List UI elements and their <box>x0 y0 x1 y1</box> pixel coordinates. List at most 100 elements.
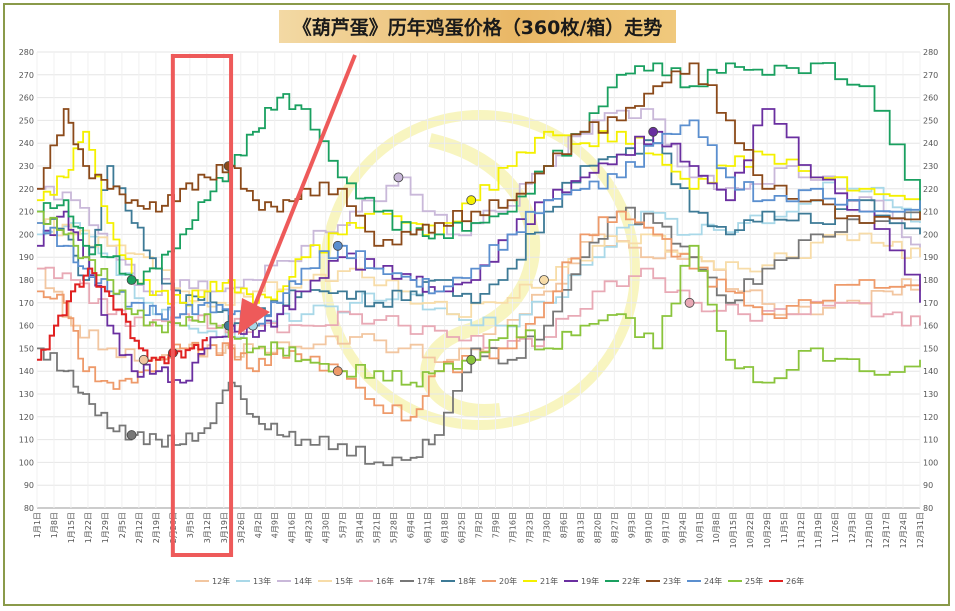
series-marker-22年 <box>126 275 137 285</box>
series-line-22年 <box>37 62 921 285</box>
x-tick-label: 9月24日 <box>678 512 687 543</box>
x-tick-label: 4月16日 <box>288 512 297 543</box>
y-tick-label-left: 190 <box>19 253 34 262</box>
x-tick-label: 3月19日 <box>220 512 229 543</box>
x-tick-label: 10月22日 <box>746 512 755 548</box>
x-tick-label: 1月29日 <box>101 512 110 543</box>
legend-label-24年: 24年 <box>704 576 722 586</box>
x-tick-label: 5月14日 <box>356 512 365 543</box>
legend-label-22年: 22年 <box>622 576 640 586</box>
x-tick-label: 12月17日 <box>882 512 891 548</box>
y-tick-label-right: 130 <box>923 390 938 399</box>
x-tick-label: 1月22日 <box>84 512 93 543</box>
legend-label-14年: 14年 <box>294 576 312 586</box>
x-tick-label: 8月6日 <box>559 512 568 538</box>
legend-label-19年: 19年 <box>581 576 599 586</box>
y-tick-label-right: 110 <box>923 436 938 445</box>
y-tick-label-left: 170 <box>19 299 34 308</box>
chart-frame <box>3 3 950 606</box>
x-tick-label: 2月5日 <box>118 512 127 538</box>
y-tick-label-right: 170 <box>923 299 938 308</box>
legend-label-18年: 18年 <box>458 576 476 586</box>
watermark-swirl <box>420 133 541 418</box>
legend-label-13年: 13年 <box>253 576 271 586</box>
chart-title-wrap: 《葫芦蛋》历年鸡蛋价格（360枚/箱）走势 <box>0 10 955 43</box>
x-tick-label: 10月1日 <box>695 512 704 543</box>
y-tick-label-left: 140 <box>19 367 34 376</box>
x-tick-label: 12月10日 <box>865 512 874 548</box>
x-tick-label: 9月3日 <box>627 512 636 538</box>
y-axis-right: 80 90 100 110 120 130 140 150 160 170 180 190 200 210… <box>923 48 938 513</box>
x-tick-label: 6月18日 <box>441 512 450 543</box>
x-tick-label: 11/26日 <box>831 512 840 543</box>
y-tick-label-right: 260 <box>923 94 938 103</box>
y-tick-label-right: 210 <box>923 208 938 217</box>
series-marker-21年 <box>466 195 477 206</box>
y-tick-label-right: 80 <box>923 504 933 513</box>
y-tick-label-left: 270 <box>19 71 34 80</box>
series-line-16年 <box>37 266 921 350</box>
x-tick-label: 5月7日 <box>339 512 348 538</box>
series-marker-14年 <box>393 172 404 183</box>
annotation-arrow-head <box>238 298 270 335</box>
y-tick-label-left: 210 <box>19 208 34 217</box>
x-tick-label: 12月3日 <box>848 512 857 543</box>
chart-legend: 12年 13年 14年 15年 16年 17年 18年 20年 21年 19年 22年 23年 24年 2… <box>195 576 804 586</box>
x-tick-label: 4月2日 <box>254 512 263 538</box>
x-tick-label: 8月13日 <box>576 512 585 543</box>
highlight-annotation <box>170 54 357 557</box>
y-tick-label-left: 90 <box>24 481 34 490</box>
x-tick-label: 12月24日 <box>899 512 908 548</box>
series-line-18年 <box>37 139 921 327</box>
y-tick-label-right: 240 <box>923 139 938 148</box>
series-line-19年 <box>37 108 921 384</box>
y-tick-label-right: 180 <box>923 276 938 285</box>
x-tick-label: 1月8日 <box>50 512 59 538</box>
x-tick-label: 4月23日 <box>305 512 314 543</box>
x-tick-label: 7月30日 <box>542 512 551 543</box>
series-marker-25年 <box>466 354 477 365</box>
x-tick-label: 10月8日 <box>712 512 721 543</box>
series-line-25年 <box>37 210 921 388</box>
x-tick-label: 10月29日 <box>763 512 772 548</box>
series-line-14年 <box>37 108 921 296</box>
series-line-23年 <box>37 62 921 247</box>
y-tick-label-left: 130 <box>19 390 34 399</box>
y-tick-label-right: 280 <box>923 48 938 57</box>
legend-label-17年: 17年 <box>417 576 435 586</box>
y-tick-label-right: 190 <box>923 253 938 262</box>
y-axis-left: 80 90 100 110 120 130 140 150 160 170 180 190 200 210… <box>19 48 34 513</box>
x-tick-label: 3月5日 <box>186 512 195 538</box>
y-tick-label-right: 160 <box>923 322 938 331</box>
series-marker-15年 <box>539 275 549 285</box>
x-tick-label: 4月9日 <box>271 512 280 538</box>
series-marker-24年 <box>332 240 343 251</box>
x-tick-label: 11月19日 <box>814 512 823 548</box>
y-tick-label-left: 260 <box>19 94 34 103</box>
x-tick-label: 9月10日 <box>644 512 653 543</box>
series-marker-12年 <box>138 354 149 365</box>
x-tick-label: 9月17日 <box>661 512 670 543</box>
x-tick-label: 4月30日 <box>322 512 331 543</box>
series-lines <box>37 62 921 467</box>
x-tick-label: 6月4日 <box>407 512 416 538</box>
x-tick-label: 11月12日 <box>797 512 806 548</box>
watermark-logo <box>320 110 640 430</box>
legend-label-21年: 21年 <box>540 576 558 586</box>
chart-title: 《葫芦蛋》历年鸡蛋价格（360枚/箱）走势 <box>278 10 677 43</box>
y-tick-label-right: 270 <box>923 71 938 80</box>
y-tick-label-left: 120 <box>19 413 34 422</box>
x-tick-label: 7月9日 <box>491 512 500 538</box>
x-tick-label: 8月27日 <box>610 512 619 543</box>
watermark-ring <box>320 110 640 430</box>
y-tick-label-right: 250 <box>923 116 938 125</box>
legend-label-15年: 15年 <box>335 576 353 586</box>
y-tick-label-left: 180 <box>19 276 34 285</box>
y-tick-label-right: 150 <box>923 344 938 353</box>
y-tick-label-right: 90 <box>923 481 933 490</box>
y-tick-label-right: 140 <box>923 367 938 376</box>
series-marker-17年 <box>126 430 137 440</box>
y-tick-label-left: 240 <box>19 139 34 148</box>
x-tick-label: 5月21日 <box>373 512 382 543</box>
